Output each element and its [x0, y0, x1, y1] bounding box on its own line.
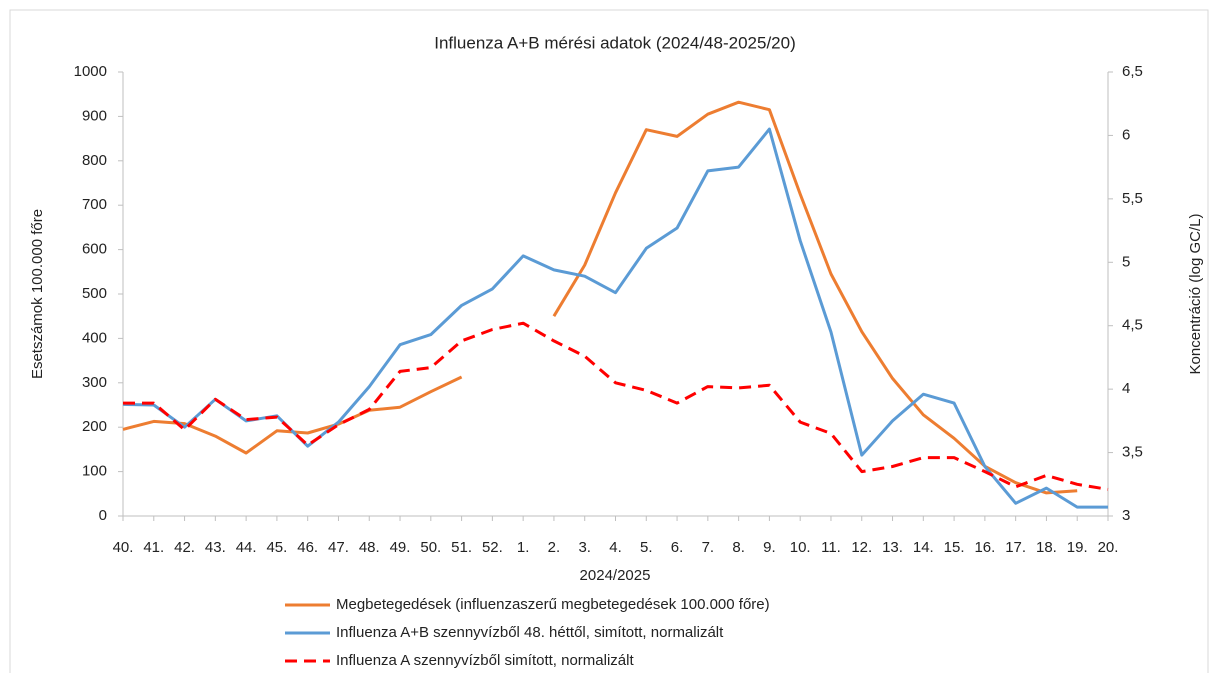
x-tick-label: 52. [482, 539, 503, 556]
y2-tick-label: 5,5 [1122, 190, 1143, 207]
y-tick-label: 900 [82, 107, 107, 124]
legend-label: Megbetegedések (influenzaszerű megbetege… [336, 596, 770, 613]
x-tick-label: 41. [143, 539, 164, 556]
y2-tick-label: 3 [1122, 507, 1130, 524]
x-tick-label: 48. [359, 539, 380, 556]
x-tick-label: 42. [174, 539, 195, 556]
y-tick-label: 100 [82, 463, 107, 480]
x-tick-label: 44. [236, 539, 257, 556]
x-tick-label: 5. [640, 539, 653, 556]
y-tick-label: 300 [82, 374, 107, 391]
y-axis-label: Esetszámok 100.000 főre [29, 209, 46, 379]
x-tick-label: 16. [974, 539, 995, 556]
y-tick-label: 1000 [74, 63, 107, 80]
x-tick-label: 47. [328, 539, 349, 556]
chart-frame [9, 9, 1209, 673]
y-tick-label: 400 [82, 329, 107, 346]
y-tick-label: 0 [99, 507, 107, 524]
y2-tick-label: 6 [1122, 126, 1130, 143]
x-tick-label: 18. [1036, 539, 1057, 556]
x-tick-label: 51. [451, 539, 472, 556]
x-tick-label: 50. [420, 539, 441, 556]
x-tick-label: 13. [882, 539, 903, 556]
y-tick-label: 500 [82, 285, 107, 302]
x-tick-label: 7. [702, 539, 715, 556]
y-tick-label: 200 [82, 418, 107, 435]
y2-axis-label: Koncentráció (log GC/L) [1187, 214, 1204, 375]
x-tick-label: 43. [205, 539, 226, 556]
x-tick-label: 10. [790, 539, 811, 556]
x-tick-label: 4. [609, 539, 622, 556]
chart-title: Influenza A+B mérési adatok (2024/48-202… [434, 33, 796, 52]
legend-label: Influenza A szennyvízből simított, norma… [336, 652, 634, 669]
y-tick-label: 700 [82, 196, 107, 213]
x-tick-label: 9. [763, 539, 776, 556]
x-tick-label: 40. [113, 539, 134, 556]
x-tick-label: 14. [913, 539, 934, 556]
y-tick-label: 600 [82, 241, 107, 258]
x-tick-label: 19. [1067, 539, 1088, 556]
y-tick-label: 800 [82, 152, 107, 169]
x-tick-label: 11. [821, 539, 841, 556]
x-tick-label: 49. [390, 539, 411, 556]
x-tick-label: 2. [548, 539, 561, 556]
x-tick-label: 3. [578, 539, 591, 556]
y2-tick-label: 4 [1122, 380, 1130, 397]
x-tick-label: 20. [1098, 539, 1119, 556]
x-tick-label: 8. [732, 539, 745, 556]
y2-tick-label: 5 [1122, 253, 1130, 270]
x-tick-label: 15. [944, 539, 965, 556]
y2-tick-label: 3,5 [1122, 444, 1143, 461]
x-tick-label: 17. [1005, 539, 1026, 556]
y2-tick-label: 6,5 [1122, 63, 1143, 80]
x-tick-label: 12. [851, 539, 872, 556]
x-tick-label: 46. [297, 539, 318, 556]
x-tick-label: 45. [266, 539, 287, 556]
x-tick-label: 6. [671, 539, 684, 556]
series-line [123, 321, 1109, 491]
legend-label: Influenza A+B szennyvízből 48. héttől, s… [336, 624, 724, 641]
x-tick-label: 1. [517, 539, 530, 556]
y2-tick-label: 4,5 [1122, 317, 1143, 334]
x-axis-label: 2024/2025 [580, 567, 651, 584]
